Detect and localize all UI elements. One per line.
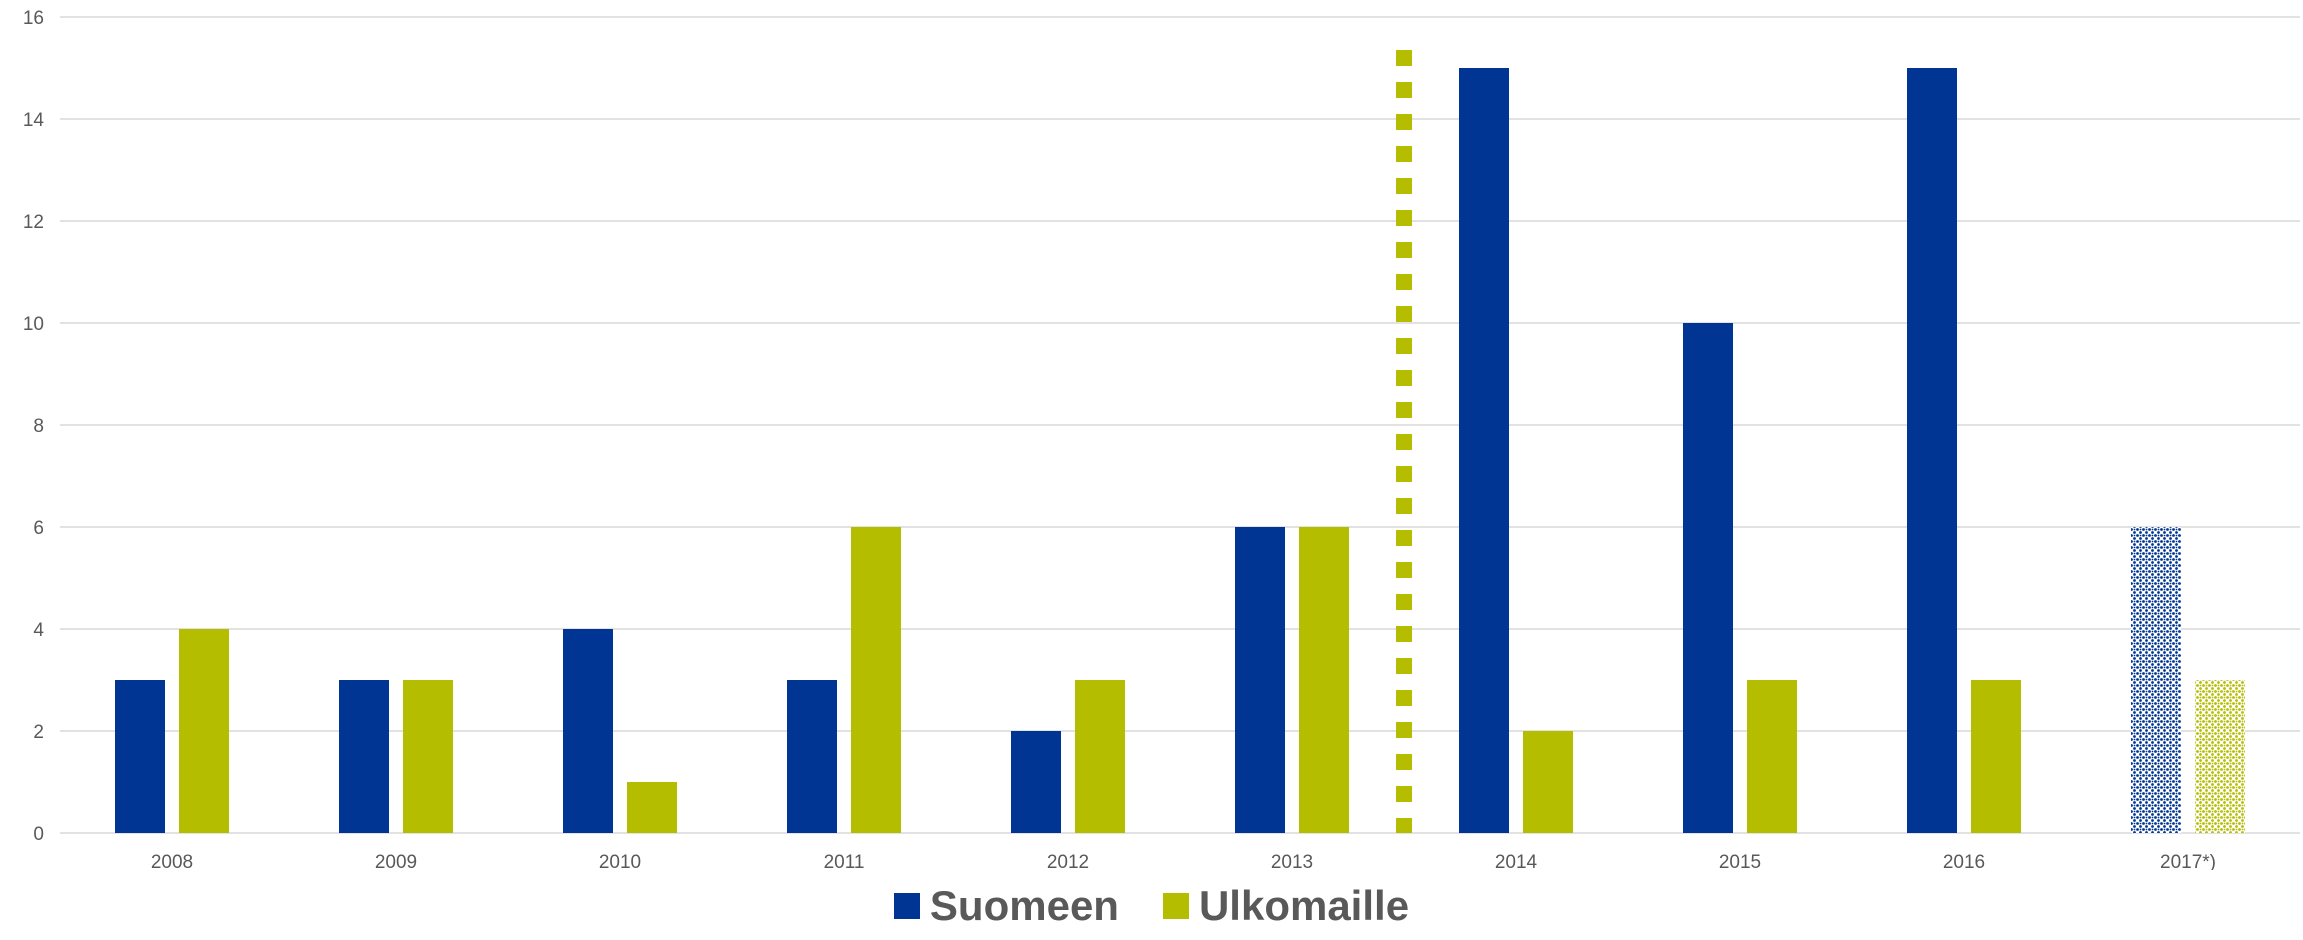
bar-ulkomaille-6 [1523, 731, 1573, 833]
bar-suomeen-6 [1459, 68, 1509, 833]
bar-ulkomaille-0 [179, 629, 229, 833]
bar-ulkomaille-9 [2195, 680, 2245, 833]
x-tick-label: 2015 [1719, 852, 1761, 870]
y-tick-label: 8 [33, 416, 44, 437]
bar-ulkomaille-4 [1075, 680, 1125, 833]
bar-suomeen-0 [115, 680, 165, 833]
legend-item-ulkomaille: Ulkomaille [1162, 882, 1410, 930]
y-tick-label: 0 [33, 824, 44, 845]
x-tick-label: 2017*) [2160, 852, 2216, 870]
bar-ulkomaille-3 [851, 527, 901, 833]
x-tick-label: 2011 [824, 852, 865, 870]
legend-item-suomeen: Suomeen [893, 882, 1119, 930]
bar-suomeen-9 [2131, 527, 2181, 833]
x-tick-label: 2010 [599, 852, 641, 870]
y-tick-label: 16 [23, 8, 44, 29]
bar-chart: 0 2 4 6 8 10 12 14 16 2008 2009 2010 2011 2012 2013 20… [23, 8, 2300, 870]
bar-ulkomaille-8 [1971, 680, 2021, 833]
chart-legend: Suomeen Ulkomaille [0, 876, 2303, 936]
legend-swatch-ulkomaille [1162, 893, 1189, 919]
y-tick-label: 12 [23, 212, 44, 233]
y-tick-label: 2 [33, 722, 44, 743]
bar-ulkomaille-1 [403, 680, 453, 833]
bar-suomeen-7 [1683, 323, 1733, 833]
x-tick-label: 2009 [375, 852, 417, 870]
y-tick-label: 6 [33, 518, 44, 539]
x-tick-label: 2008 [151, 852, 193, 870]
legend-label-ulkomaille: Ulkomaille [1198, 882, 1410, 929]
bar-suomeen-4 [1011, 731, 1061, 833]
x-tick-label: 2013 [1271, 852, 1313, 870]
y-tick-label: 10 [23, 314, 44, 335]
legend-label-suomeen: Suomeen [929, 882, 1119, 929]
bar-ulkomaille-7 [1747, 680, 1797, 833]
bar-ulkomaille-5 [1299, 527, 1349, 833]
x-tick-label: 2014 [1495, 852, 1538, 870]
y-tick-label: 4 [33, 620, 44, 641]
bar-suomeen-8 [1907, 68, 1957, 833]
x-tick-label: 2012 [1047, 852, 1089, 870]
bar-suomeen-2 [563, 629, 613, 833]
x-tick-label: 2016 [1943, 852, 1985, 870]
bar-suomeen-5 [1235, 527, 1285, 833]
bar-suomeen-1 [339, 680, 389, 833]
legend-swatch-suomeen [893, 893, 920, 919]
bar-suomeen-3 [787, 680, 837, 833]
bar-ulkomaille-2 [627, 782, 677, 833]
y-tick-label: 14 [23, 110, 45, 131]
